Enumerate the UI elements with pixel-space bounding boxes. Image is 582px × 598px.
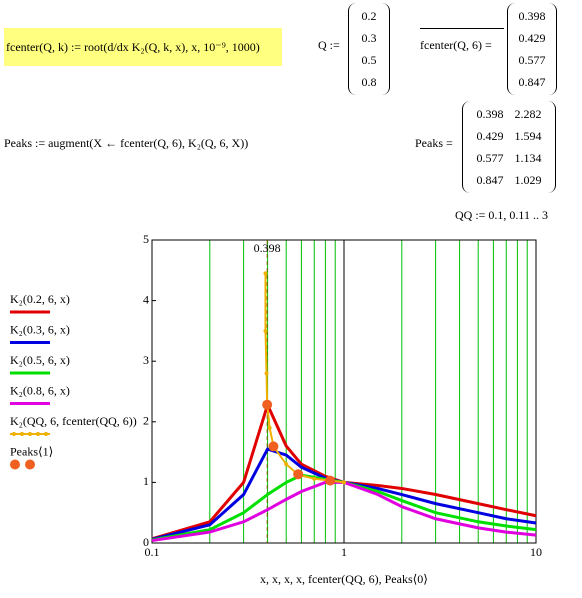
matrix-row: 0.847 1.029 [469, 169, 549, 191]
legend-swatch [20, 432, 24, 436]
series-point [263, 271, 268, 276]
legend-swatch [10, 459, 20, 470]
x-axis-label: x, x, x, x, fcenter(QQ, 6), Peaks⟨0⟩ [260, 572, 428, 586]
peak-point [268, 441, 279, 452]
matrix-cell: 0.847 [476, 173, 504, 187]
matrix-cell: 0.577 [476, 151, 504, 165]
legend-swatch [44, 432, 48, 436]
matrix-cell: 1.029 [514, 173, 542, 187]
peaks-label: Peaks = [415, 136, 453, 150]
series-point [328, 478, 333, 483]
matrix-row: 0.398 2.282 [469, 103, 549, 125]
matrix-cell: 0.398 [518, 9, 546, 23]
x-tick-label: 10 [530, 545, 542, 559]
series-line [151, 480, 537, 543]
fcenter-matrix: 0.398 0.429 0.577 0.847 [507, 3, 557, 95]
series-point [265, 402, 270, 407]
peaks-matrix: 0.398 2.282 0.429 1.594 0.577 1.134 0.847 1.029 [462, 101, 556, 193]
legend-label: K₂(QQ, 6, fcenter(QQ, 6)) [10, 414, 137, 428]
series-point [296, 472, 301, 477]
definition[interactable]: fcenter(Q, k) := root(d/dx K₂(Q, k, x), … [4, 28, 282, 66]
fcenter-label: fcenter(Q, 6) = [420, 38, 492, 52]
matrix-cell: 0.5 [361, 53, 377, 67]
y-tick-label: 2 [143, 414, 149, 428]
series-line [151, 447, 537, 541]
matrix-row: 0.429 1.594 [469, 125, 549, 147]
matrix-cell: 0.577 [518, 53, 546, 67]
matrix-cell: 2.282 [514, 107, 542, 121]
peaks-definition[interactable]: Peaks := augment(X ← fcenter(Q, 6), K₂(Q… [4, 136, 249, 150]
marker-label: 0.398 [254, 241, 281, 255]
peak-point [325, 475, 336, 486]
q-label: Q := [318, 38, 340, 52]
legend-label: K₂(0.3, 6, x) [10, 322, 70, 336]
peak-point [262, 399, 273, 410]
x-tick-label: 1 [341, 545, 347, 559]
legend-swatch [12, 432, 16, 436]
legend-label: K₂(0.5, 6, x) [10, 353, 70, 367]
matrix-cell: 0.3 [361, 31, 377, 45]
y-tick-label: 5 [143, 232, 149, 246]
matrix-cell: 0.8 [361, 75, 377, 89]
matrix-cell: 0.2 [361, 9, 377, 23]
legend-swatch [36, 432, 40, 436]
series-line [264, 273, 345, 484]
peak-point [293, 469, 304, 480]
q-matrix: 0.2 0.3 0.5 0.8 [348, 3, 390, 95]
y-tick-label: 1 [143, 474, 149, 488]
matrix-cell: 0.847 [518, 75, 546, 89]
series-point [267, 425, 272, 430]
matrix-cell: 0.429 [476, 129, 504, 143]
matrix-cell: 0.398 [476, 107, 504, 121]
series-point [284, 462, 289, 467]
legend-swatch [28, 432, 32, 436]
legend-swatch [25, 459, 35, 470]
y-tick-label: 4 [143, 292, 149, 306]
matrix-cell: 1.594 [514, 129, 542, 143]
series-point [263, 328, 268, 333]
matrix-row: 0.577 1.134 [469, 147, 549, 169]
x-tick-label: 0.1 [145, 545, 160, 559]
y-tick-label: 3 [143, 353, 149, 367]
series-line [151, 473, 537, 542]
series-point [264, 371, 269, 376]
legend-label: K₂(0.2, 6, x) [10, 292, 70, 306]
series-point [271, 444, 276, 449]
legend-label: K₂(0.8, 6, x) [10, 383, 70, 397]
matrix-cell: 1.134 [514, 151, 542, 165]
qq-definition[interactable]: QQ := 0.1, 0.11 .. 3 [455, 208, 548, 222]
legend-label: Peaks⟨1⟩ [10, 444, 53, 458]
matrix-cell: 0.429 [518, 31, 546, 45]
series-point [312, 476, 317, 481]
plot-frame [151, 239, 537, 544]
series-point [342, 480, 346, 485]
y-tick-label: 0 [143, 535, 149, 549]
series-line [151, 400, 537, 541]
